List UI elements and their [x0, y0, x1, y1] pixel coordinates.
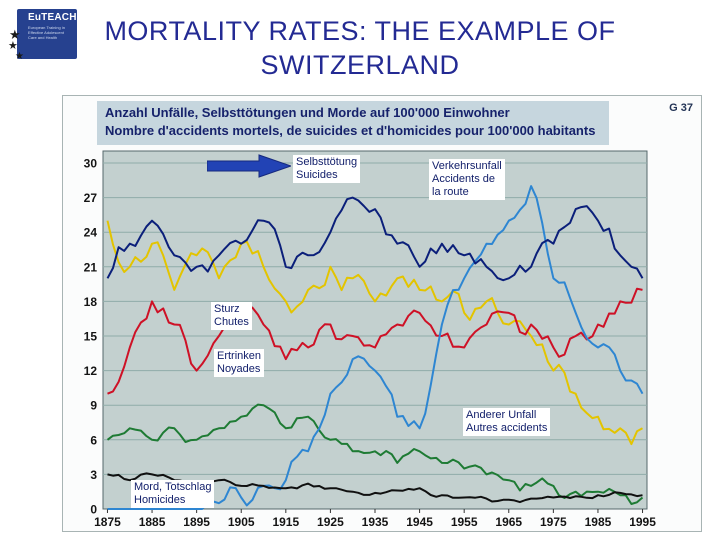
y-axis-tick-label: 30 [84, 157, 98, 171]
series-line [106, 220, 643, 446]
annotation-suicides: Selbsttötung Suicides [293, 155, 361, 183]
eu-star-icon: ★ [9, 27, 21, 42]
annotation-line: Autres accidents [466, 422, 548, 434]
x-axis-tick-label: 1895 [183, 515, 210, 529]
x-axis-tick-label: 1935 [362, 515, 389, 529]
plot-area: 0 3 6 9 12 15 18 21 24 27 30 1875 1885 1895 1905 1915 19… [69, 142, 697, 530]
x-axis-tick-label: 1925 [317, 515, 344, 529]
annotation-line: Verkehrsunfall [432, 160, 502, 172]
annotation-line: Homicides [134, 494, 186, 506]
annotation-line: Chutes [214, 316, 249, 328]
annotation-line: Suicides [296, 169, 338, 181]
chart-title-german: Anzahl Unfälle, Selbsttötungen und Morde… [105, 105, 510, 120]
series-line [106, 196, 644, 282]
slide-title-line2: SWITZERLAND [260, 50, 460, 80]
logo-subtitle: European Training in Effective Adolescen… [28, 25, 65, 40]
annotation-line: Selbsttötung [296, 156, 358, 168]
annotation-drowning: Ertrinken Noyades [214, 349, 265, 377]
annotation-line: la route [432, 186, 469, 198]
x-axis-tick-label: 1875 [94, 515, 121, 529]
y-axis-tick-label: 3 [90, 468, 97, 482]
x-axis-tick-label: 1885 [139, 515, 166, 529]
annotation-other-accidents: Anderer Unfall Autres accidents [463, 408, 551, 436]
y-axis-tick-label: 15 [84, 330, 98, 344]
annotation-line: Anderer Unfall [466, 409, 537, 421]
x-axis-tick-label: 1945 [406, 515, 433, 529]
euteach-logo-box: EuTEACH European Training in Effective A… [17, 9, 77, 59]
euteach-logo: EuTEACH European Training in Effective A… [8, 4, 126, 66]
chart-title-french: Nombre d'accidents mortels, de suicides … [105, 123, 596, 138]
annotation-line: Accidents de [432, 173, 495, 185]
chart-panel: Anzahl Unfälle, Selbsttötungen und Morde… [62, 95, 702, 532]
series-line [107, 287, 643, 395]
pointer-arrow-icon [207, 154, 291, 178]
y-axis-tick-label: 21 [84, 260, 98, 274]
slide-title: MORTALITY RATES: THE EXAMPLE OF SWITZERL… [0, 14, 720, 82]
figure-label: G 37 [669, 102, 693, 114]
eu-star-icon: ★ [8, 40, 18, 52]
y-axis-tick-label: 18 [84, 295, 98, 309]
annotation-line: Sturz [214, 303, 240, 315]
x-axis-tick-label: 1995 [629, 515, 656, 529]
y-axis-tick-label: 27 [84, 191, 98, 205]
y-axis-tick-label: 12 [84, 364, 98, 378]
line-chart: 0 3 6 9 12 15 18 21 24 27 30 1875 1885 1895 1905 1915 19… [84, 150, 656, 529]
y-axis-tick-label: 6 [90, 433, 97, 447]
annotation-traffic-accidents: Verkehrsunfall Accidents de la route [429, 159, 505, 200]
plot-background [102, 150, 648, 510]
annotation-line: Mord, Totschlag [134, 481, 212, 493]
y-axis-tick-label: 0 [90, 503, 97, 517]
series-line [106, 403, 644, 505]
x-axis-tick-label: 1915 [272, 515, 299, 529]
y-axis-tick-label: 24 [84, 226, 98, 240]
annotation-line: Noyades [217, 363, 261, 375]
chart-header: Anzahl Unfälle, Selbsttötungen und Morde… [97, 101, 609, 145]
series-line [107, 185, 644, 510]
logo-title: EuTEACH [28, 12, 77, 23]
x-axis-tick-label: 1955 [451, 515, 478, 529]
x-axis-tick-label: 1985 [585, 515, 612, 529]
x-axis-tick-label: 1905 [228, 515, 255, 529]
slide-title-line1: MORTALITY RATES: THE EXAMPLE OF [104, 16, 616, 46]
annotation-homicides: Mord, Totschlag Homicides [131, 480, 215, 508]
x-axis-tick-label: 1975 [540, 515, 567, 529]
annotation-line: Ertrinken [217, 350, 262, 362]
eu-star-icon: ★ [15, 51, 24, 62]
x-axis-tick-label: 1965 [495, 515, 522, 529]
y-axis-tick-label: 9 [90, 399, 97, 413]
annotation-falls: Sturz Chutes [211, 302, 252, 330]
